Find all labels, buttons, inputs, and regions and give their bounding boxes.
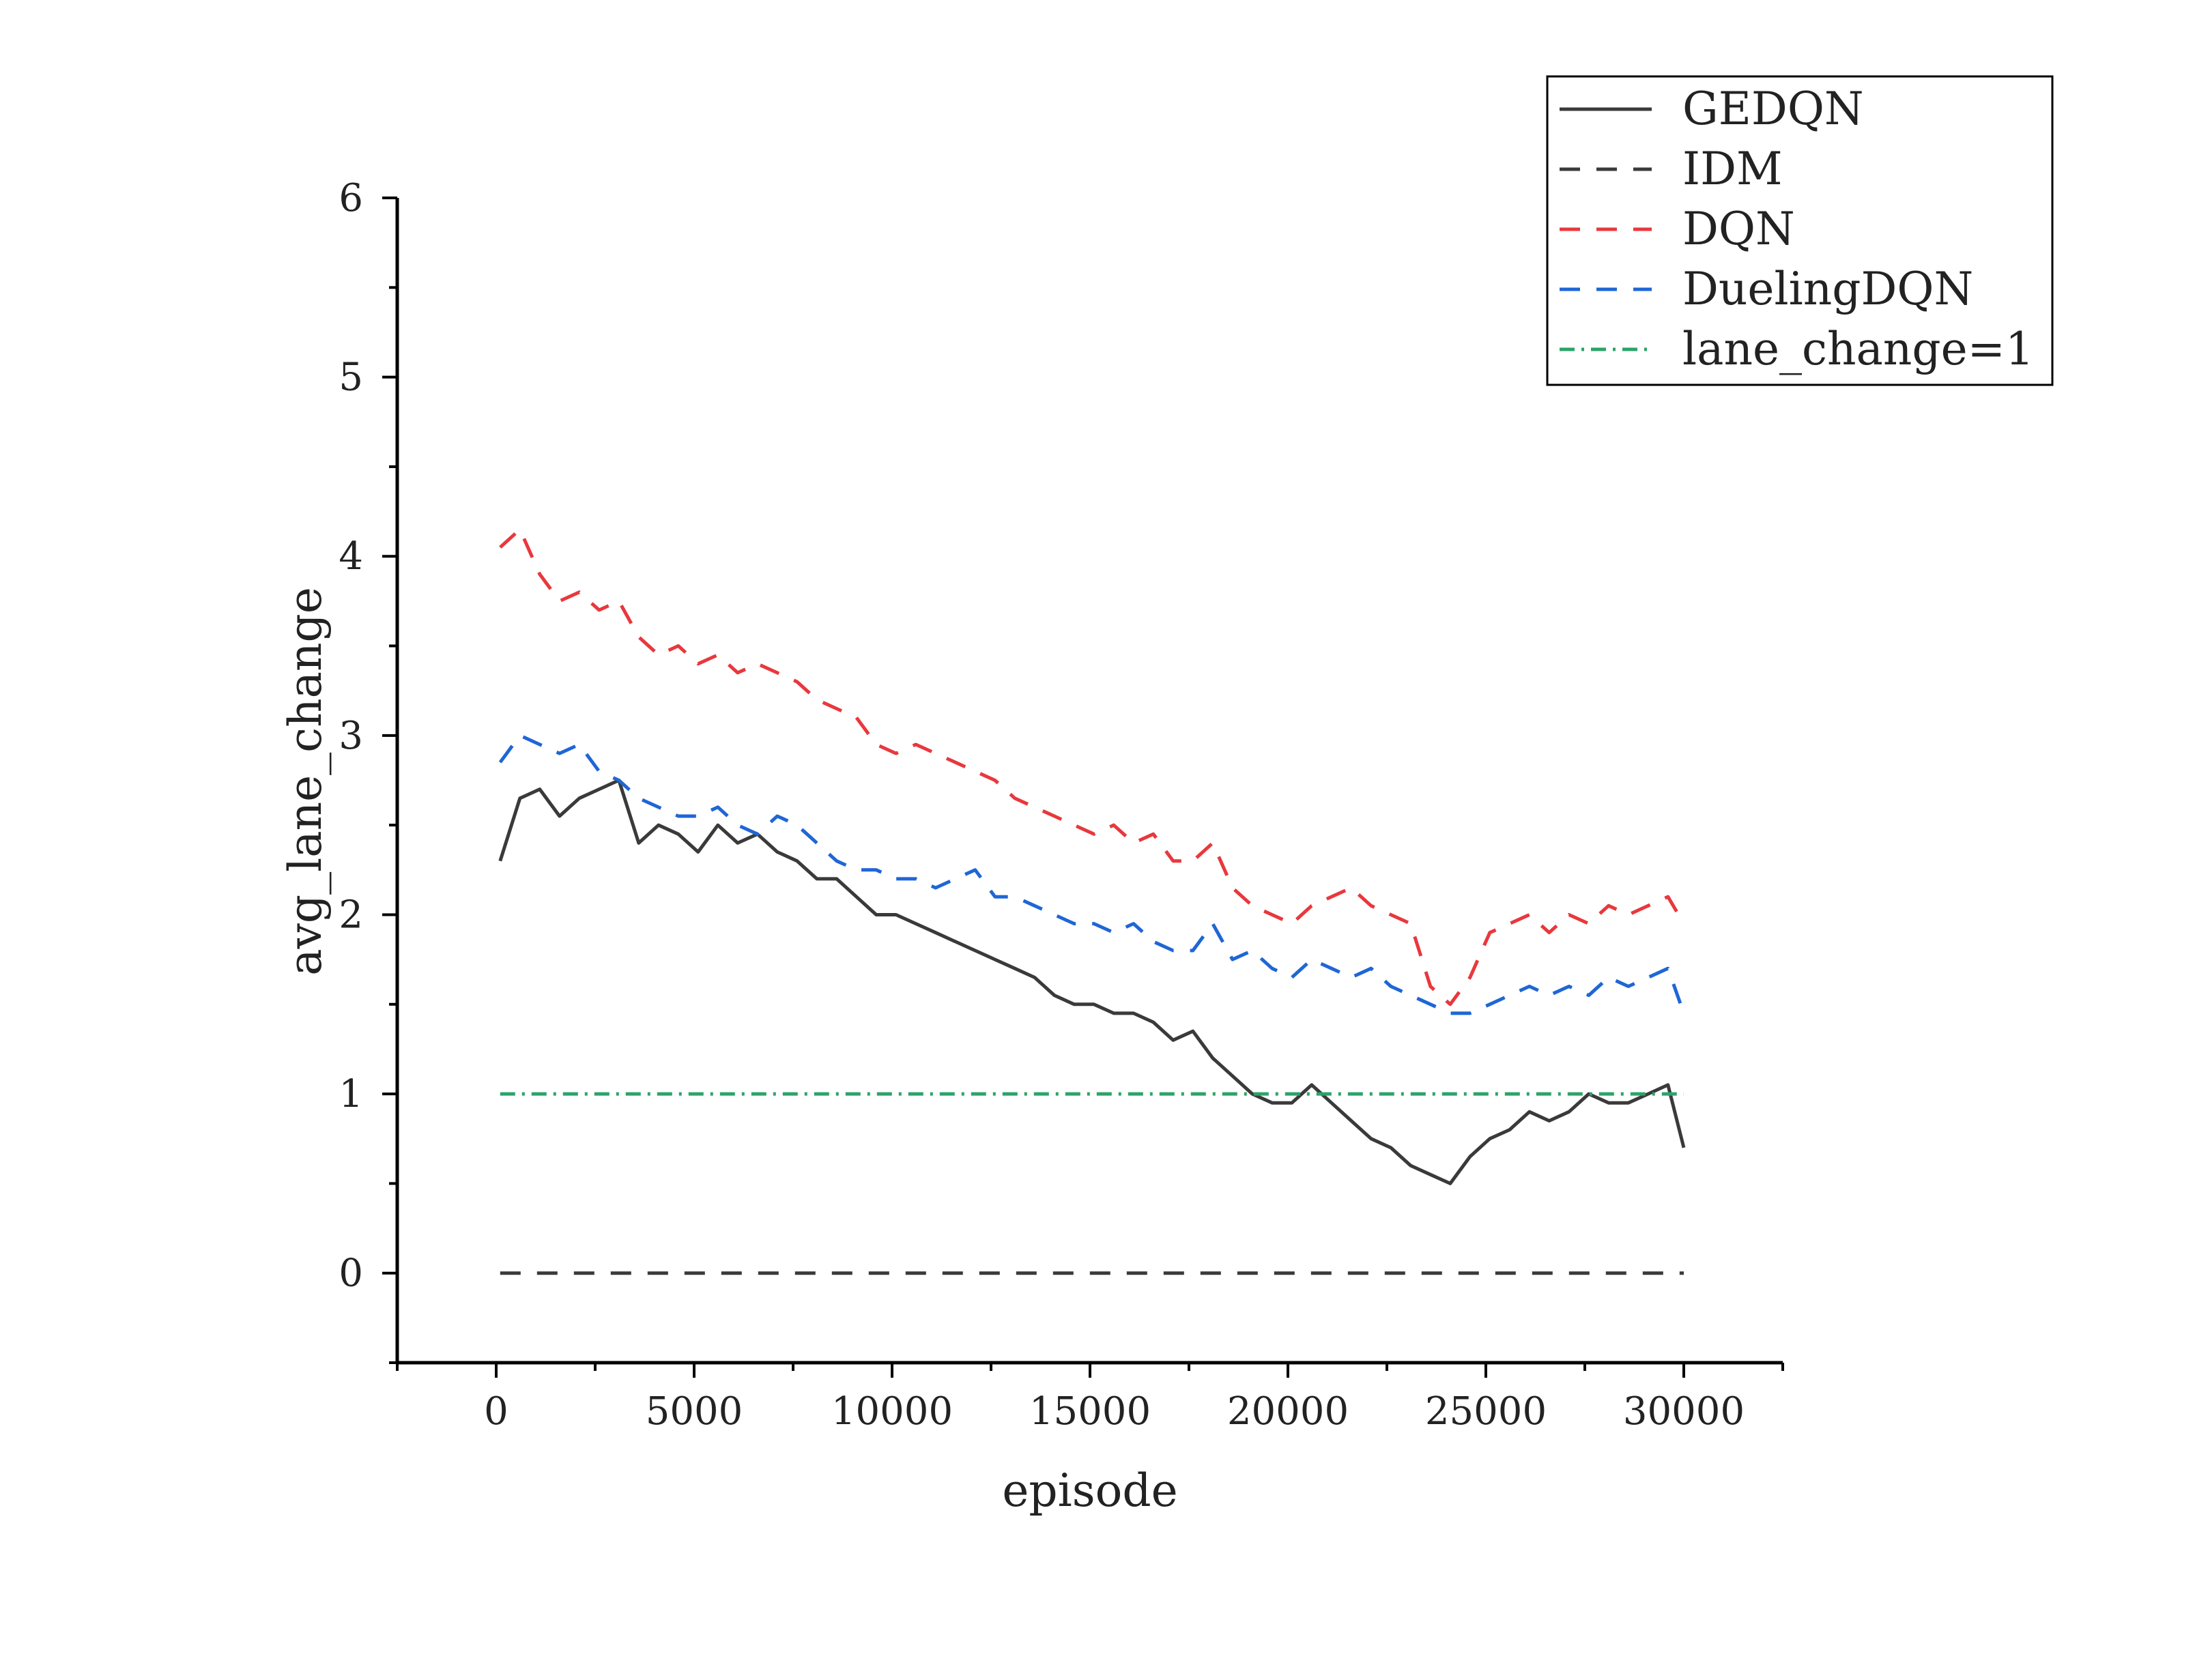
x-tick-label: 25000 <box>1425 1389 1547 1434</box>
x-ticks: 0 5000 10000 15000 20000 25000 30000 <box>396 1363 1784 1434</box>
legend-label: lane_change=1 <box>1682 323 2034 375</box>
legend-box <box>1546 75 2054 386</box>
x-tick-label: 10000 <box>831 1389 953 1434</box>
x-tick-label: 0 <box>484 1389 508 1434</box>
legend-label: GEDQN <box>1682 83 1864 135</box>
x-tick-label: 30000 <box>1623 1389 1745 1434</box>
legend-items: GEDQN IDM DQN DuelingDQN lane_change=1 <box>1560 83 2034 375</box>
y-tick-label: 2 <box>339 893 363 937</box>
y-tick-label: 3 <box>339 714 363 758</box>
y-ticks: 0 1 2 3 4 5 6 <box>339 176 397 1364</box>
y-axis-title: avg_lane_change <box>279 587 332 976</box>
legend-label: IDM <box>1682 143 1783 195</box>
series-line-duelingdqn <box>498 734 1686 1015</box>
y-tick-label: 6 <box>339 176 363 220</box>
y-tick-label: 4 <box>339 534 363 579</box>
legend-label: DuelingDQN <box>1682 263 1973 315</box>
x-tick-label: 15000 <box>1029 1389 1151 1434</box>
series-layer <box>498 527 1686 1275</box>
x-tick-label: 20000 <box>1227 1389 1349 1434</box>
y-tick-label: 0 <box>339 1251 363 1296</box>
series-line-dqn <box>499 527 1686 1006</box>
legend-label: DQN <box>1682 203 1795 255</box>
x-axis-title: episode <box>1002 1464 1177 1517</box>
y-tick-label: 1 <box>339 1072 363 1116</box>
x-tick-label: 5000 <box>646 1389 743 1434</box>
axes-layer: 0 5000 10000 15000 20000 25000 30000 0 1 2 3 4 5 6 <box>339 176 1784 1434</box>
series-line-gedqn <box>498 779 1686 1185</box>
legend: GEDQN IDM DQN DuelingDQN lane_change=1 <box>1546 75 2054 386</box>
y-tick-label: 5 <box>339 356 363 400</box>
